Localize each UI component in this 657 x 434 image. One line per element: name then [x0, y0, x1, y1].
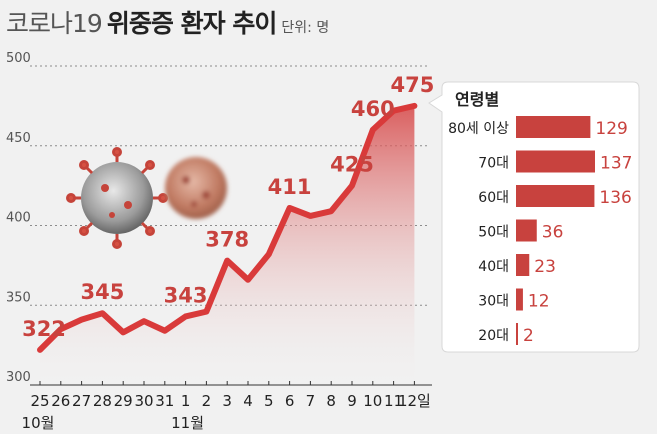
age-category-label: 40대 — [478, 259, 509, 275]
age-value-label: 137 — [600, 154, 632, 174]
virus-illustration — [66, 147, 227, 249]
x-tick-label: 26 — [51, 392, 70, 410]
data-label: 411 — [268, 175, 312, 199]
title-unit: 단위: 명 — [281, 20, 330, 36]
panel-title: 연령별 — [455, 90, 499, 109]
virus-icon — [66, 147, 168, 249]
x-tick-label: 25 — [30, 392, 49, 410]
age-bars: 80세 이상 129 70대 137 60대 136 50대 36 40대 23 30대 12 20대 2 — [448, 116, 632, 346]
title-prefix: 코로나19 — [6, 9, 103, 38]
x-tick-label: 31 — [155, 392, 174, 410]
age-value-label: 2 — [523, 326, 534, 346]
data-label: 460 — [351, 97, 395, 121]
x-tick-label: 11 — [384, 392, 403, 410]
age-category-label: 70대 — [478, 156, 509, 172]
x-tick-label: 4 — [243, 392, 253, 410]
age-breakdown-panel: 연령별 80세 이상 129 70대 137 60대 136 50대 36 40대 23 30대 12… — [428, 81, 640, 353]
series-area — [40, 105, 415, 385]
age-value-label: 136 — [599, 188, 631, 208]
x-tick-label: 9 — [347, 392, 357, 410]
data-label: 425 — [330, 153, 374, 177]
data-label: 345 — [80, 280, 124, 304]
age-bar — [516, 185, 595, 207]
y-tick-label: 350 — [6, 290, 31, 305]
x-tick-label: 28 — [93, 392, 112, 410]
panel-box — [428, 81, 640, 353]
x-tick-label: 8 — [326, 392, 336, 410]
age-value-label: 23 — [534, 257, 556, 277]
y-tick-label: 400 — [6, 211, 31, 226]
age-bar — [516, 254, 530, 276]
age-bar — [516, 288, 523, 311]
chart-title: 코로나19 위중증 환자 추이 단위: 명 — [6, 4, 329, 40]
x-tick-label: 30 — [134, 392, 153, 410]
age-category-label: 80세 이상 — [448, 121, 509, 137]
data-label: 343 — [164, 283, 208, 307]
age-bar — [516, 150, 595, 173]
age-category-label: 20대 — [478, 328, 509, 344]
title-main: 위중증 환자 추이 — [106, 9, 277, 38]
x-tick-label: 6 — [285, 392, 295, 410]
age-category-label: 60대 — [478, 190, 509, 206]
age-category-label: 30대 — [478, 294, 509, 310]
x-tick-label: 29 — [114, 392, 133, 410]
age-value-label: 12 — [528, 292, 550, 312]
area-layer — [40, 105, 415, 385]
series-line — [37, 102, 418, 353]
age-category-label: 50대 — [478, 225, 509, 241]
x-tick-label: 12일 — [398, 392, 431, 410]
line-layer — [37, 102, 418, 353]
x-tick-label: 7 — [306, 392, 316, 410]
x-tick-label: 5 — [264, 392, 274, 410]
age-bar — [516, 323, 518, 345]
x-tick-label: 1 — [181, 392, 191, 410]
y-tick-label: 300 — [6, 370, 31, 385]
data-label: 475 — [390, 73, 434, 97]
virus-blurred-icon — [165, 157, 227, 219]
x-tick-label: 10 — [363, 392, 382, 410]
data-label: 322 — [22, 317, 66, 341]
x-tick-label: 3 — [222, 392, 232, 410]
age-bar — [516, 116, 591, 138]
y-tick-label: 500 — [6, 51, 31, 66]
month-label: 11월 — [171, 414, 204, 432]
age-bar — [516, 219, 537, 242]
x-tick-label: 27 — [72, 392, 91, 410]
age-value-label: 129 — [595, 119, 627, 139]
data-label: 378 — [205, 228, 249, 252]
month-label: 10월 — [22, 414, 55, 432]
age-value-label: 36 — [542, 223, 564, 243]
x-tick-label: 2 — [202, 392, 212, 410]
y-tick-label: 450 — [6, 131, 31, 146]
